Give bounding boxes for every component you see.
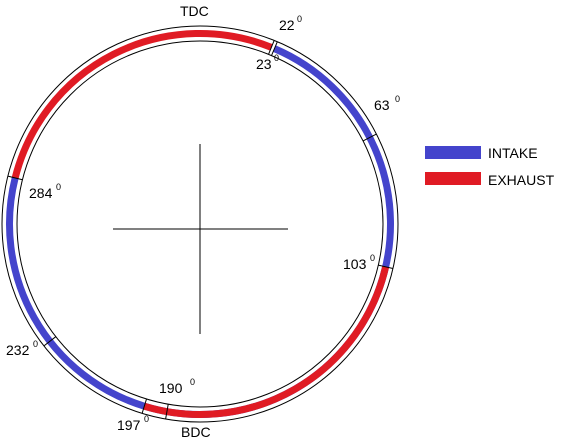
- svg-text:63: 63: [374, 97, 390, 113]
- angle-tick: [271, 41, 278, 56]
- angle-ticks: [7, 40, 394, 420]
- svg-text:284: 284: [29, 185, 53, 201]
- svg-text:0: 0: [33, 339, 38, 349]
- legend-label-exhaust: EXHAUST: [488, 172, 555, 188]
- tdc-label: TDC: [180, 3, 209, 19]
- angle-tick: [378, 264, 394, 270]
- angle-label: 103 0: [343, 253, 375, 272]
- svg-text:232: 232: [6, 342, 30, 358]
- svg-text:197: 197: [117, 417, 141, 433]
- outer-ring: [1, 25, 399, 423]
- svg-text:0: 0: [190, 377, 195, 387]
- inner-ring: [16, 40, 384, 408]
- svg-text:22: 22: [279, 17, 295, 33]
- svg-text:0: 0: [56, 182, 61, 192]
- angle-tick: [268, 40, 275, 55]
- bdc-label: BDC: [181, 424, 211, 439]
- svg-text:0: 0: [144, 414, 149, 424]
- angle-tick: [43, 336, 57, 347]
- svg-text:0: 0: [370, 253, 375, 263]
- angle-label: 190 0: [159, 377, 195, 396]
- angle-label: 22 0: [279, 14, 302, 33]
- angle-tick: [362, 133, 377, 142]
- angle-label: 63 0: [374, 94, 400, 113]
- legend-swatch-intake: [425, 146, 481, 159]
- svg-text:23: 23: [256, 56, 272, 72]
- svg-text:0: 0: [395, 94, 400, 104]
- exhaust-arc: [11, 30, 273, 179]
- legend: INTAKE EXHAUST: [425, 145, 555, 188]
- svg-text:190: 190: [159, 380, 183, 396]
- angle-tick: [165, 404, 169, 420]
- legend-swatch-exhaust: [425, 172, 481, 185]
- svg-text:0: 0: [297, 14, 302, 24]
- angle-tick: [7, 175, 23, 181]
- svg-text:103: 103: [343, 256, 367, 272]
- exhaust-arc: [143, 266, 390, 419]
- angle-label: 197 0: [117, 414, 149, 433]
- angle-label: 23 0: [256, 53, 279, 72]
- angle-tick: [141, 398, 147, 414]
- angle-label: 232 0: [6, 339, 38, 358]
- legend-label-intake: INTAKE: [488, 145, 538, 161]
- angle-label: 284 0: [29, 182, 61, 201]
- svg-text:0: 0: [274, 53, 279, 63]
